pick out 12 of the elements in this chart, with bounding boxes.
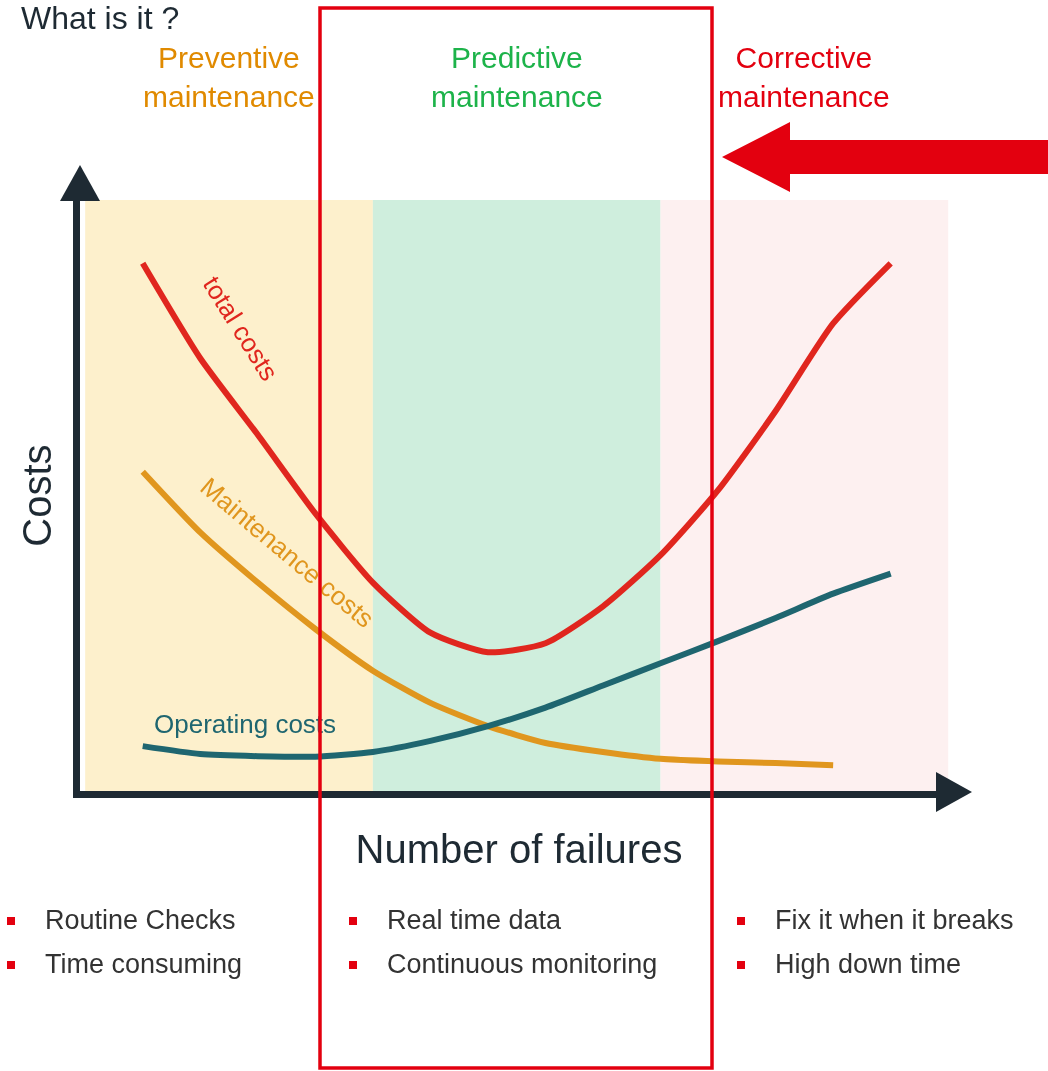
text: Fix it when it breaks [775, 905, 1014, 936]
x-axis-title: Number of failures [355, 826, 683, 871]
text: High down time [775, 949, 962, 980]
text: Preventive maintenance [143, 41, 315, 113]
text: Time consuming [45, 949, 243, 980]
chart-title: What is it ? [20, 0, 180, 36]
text: Routine Checks [45, 905, 236, 936]
text: Real time data [387, 905, 562, 936]
y-axis-title: Costs [14, 444, 59, 547]
text: Predictive maintenance [431, 41, 603, 113]
text: Continuous monitoring [387, 949, 658, 980]
text: Corrective maintenance [718, 41, 890, 113]
